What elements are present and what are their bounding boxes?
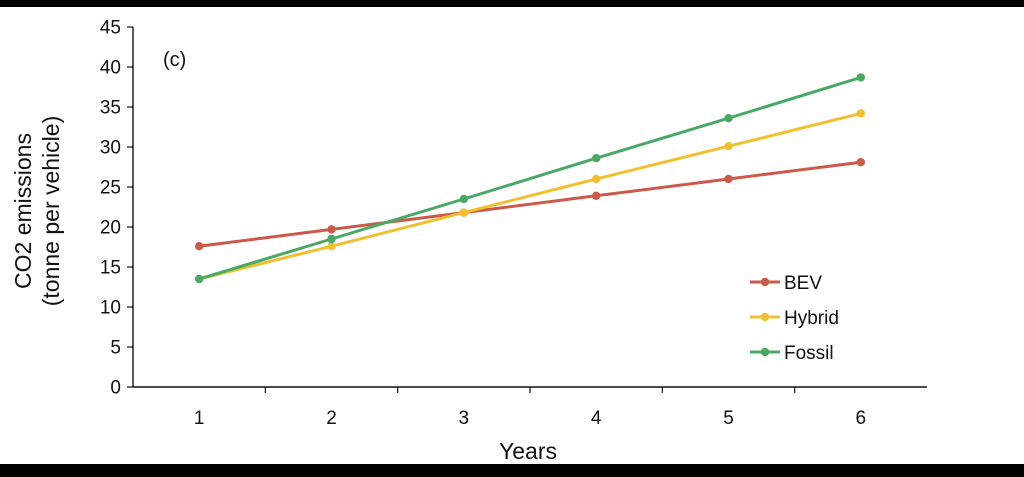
y-tick-label: 35	[100, 98, 121, 119]
data-point-hybrid	[327, 242, 336, 251]
series-line-fossil	[198, 75, 862, 281]
data-point-fossil	[856, 73, 866, 82]
legend-marker-hybrid	[760, 312, 770, 322]
legend: BEV Hybrid Fossil	[750, 273, 839, 364]
x-axis-title: Years	[499, 438, 557, 464]
x-tick-label: 5	[723, 408, 734, 429]
data-point-hybrid	[459, 208, 469, 217]
data-point-fossil	[724, 114, 733, 123]
y-tick-label: 40	[100, 58, 121, 79]
data-point-hybrid	[591, 174, 601, 184]
data-point-bev	[591, 191, 601, 200]
y-ticks: 0 5 10 15 20 25 30 35 40 45	[100, 18, 133, 399]
y-tick-label: 5	[110, 338, 121, 359]
x-tick-label: 2	[326, 408, 337, 429]
legend-label-fossil: Fossil	[784, 343, 834, 364]
y-tick-label: 25	[100, 178, 121, 199]
series-line-hybrid	[198, 111, 862, 281]
data-point-fossil	[327, 234, 336, 244]
y-axis-title-line1: CO2 emissions	[10, 133, 36, 289]
legend-item-bev: BEV	[750, 273, 822, 294]
y-tick-label: 45	[100, 18, 121, 39]
data-point-bev	[724, 174, 733, 184]
series-fossil	[194, 73, 866, 284]
series-layer	[194, 73, 866, 284]
y-tick-label: 20	[100, 218, 121, 239]
legend-label-bev: BEV	[784, 273, 822, 294]
data-point-bev	[856, 158, 866, 167]
data-point-bev	[194, 242, 204, 251]
data-point-hybrid	[856, 109, 866, 118]
x-tick-label: 6	[856, 408, 867, 429]
x-tick-label: 3	[459, 408, 470, 429]
legend-marker-bev	[760, 277, 770, 287]
axes	[132, 27, 927, 388]
panel-label: (c)	[163, 49, 186, 71]
x-ticks: 1 2 3 4 5 6	[194, 387, 866, 429]
y-tick-label: 15	[100, 258, 121, 279]
y-axis-title-line2: (tonne per vehicle)	[38, 116, 64, 307]
series-bev	[194, 158, 866, 251]
x-tick-label: 1	[194, 408, 205, 429]
legend-item-fossil: Fossil	[750, 343, 834, 364]
data-point-fossil	[194, 274, 204, 284]
y-tick-label: 10	[100, 298, 121, 319]
data-point-fossil	[459, 194, 469, 204]
legend-marker-fossil	[760, 347, 770, 357]
data-point-bev	[327, 225, 336, 234]
data-point-fossil	[591, 154, 601, 163]
y-tick-label: 0	[110, 378, 121, 399]
y-tick-label: 30	[100, 138, 121, 159]
series-hybrid	[194, 109, 866, 284]
series-line-bev	[198, 160, 862, 248]
legend-label-hybrid: Hybrid	[784, 308, 839, 329]
legend-item-hybrid: Hybrid	[750, 308, 839, 329]
data-point-hybrid	[724, 142, 733, 151]
x-tick-label: 4	[591, 408, 602, 429]
